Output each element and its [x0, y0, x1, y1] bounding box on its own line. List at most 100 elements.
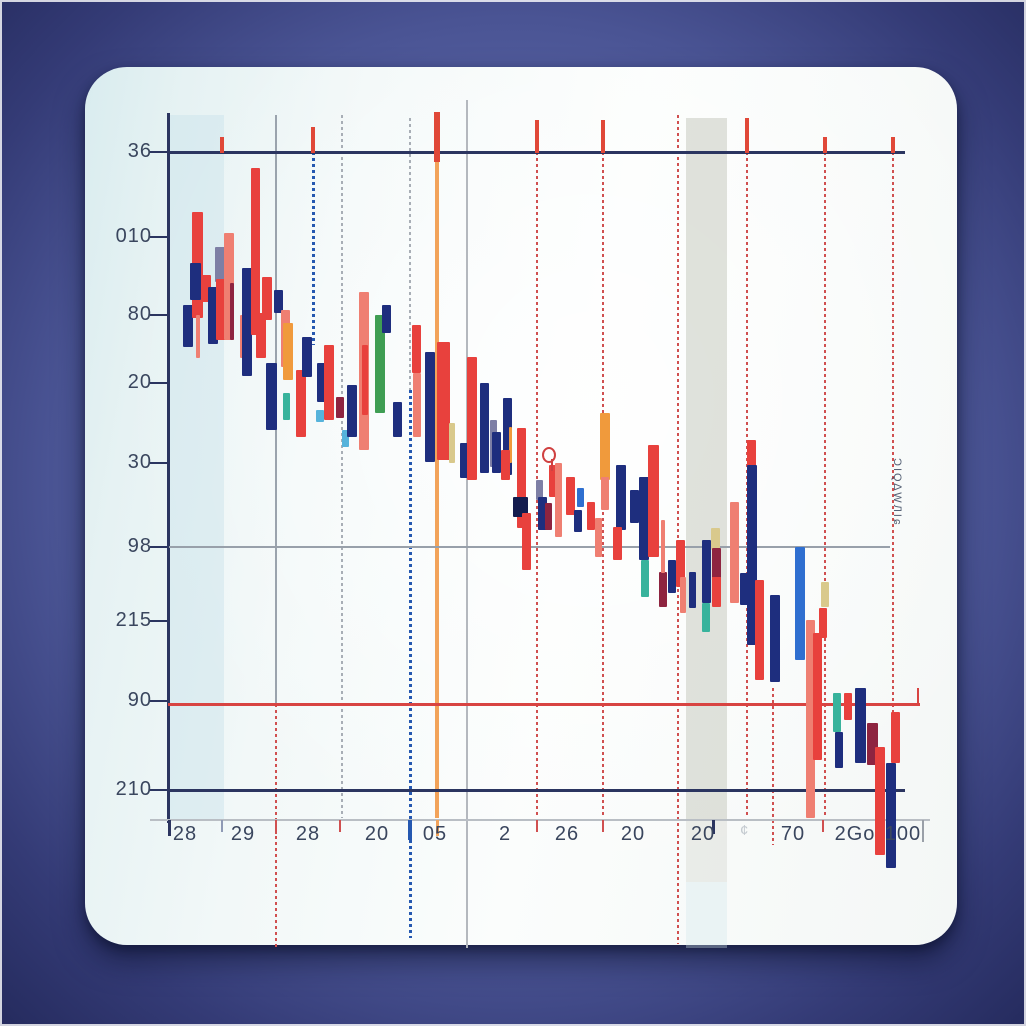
y-tick-mark — [150, 789, 169, 791]
candle — [413, 373, 421, 437]
candle — [342, 430, 349, 447]
candle — [689, 572, 696, 608]
candle — [668, 560, 676, 593]
gridline-top-cap — [311, 127, 315, 153]
reference-line-horizontal — [150, 819, 930, 821]
x-tick-mark — [408, 820, 412, 840]
x-tick-mark — [536, 820, 538, 832]
x-tick-label: 100 — [884, 823, 922, 845]
plot-band — [686, 882, 727, 948]
x-tick-mark — [822, 820, 824, 832]
candle — [641, 560, 649, 597]
candle — [283, 323, 293, 380]
candle — [375, 315, 385, 413]
circle-annotation-stem — [551, 459, 553, 471]
candle — [202, 275, 211, 302]
y-tick-label: 20 — [127, 371, 152, 393]
gridline-top-cap — [891, 137, 895, 153]
vertical-axis-text: ƆIQ∆WЛIɕ — [891, 458, 903, 527]
x-tick-label: 20 — [364, 823, 390, 845]
gridline-vertical — [677, 115, 679, 944]
candle — [659, 572, 667, 607]
candle — [747, 465, 757, 645]
candle — [577, 488, 584, 507]
gridline-vertical — [466, 100, 468, 948]
x-tick-mark — [922, 820, 924, 842]
y-tick-label: 010 — [115, 225, 152, 247]
gridline-vertical — [408, 390, 412, 938]
x-tick-label: 20 — [620, 823, 646, 845]
candle — [347, 385, 357, 437]
gridline-vertical — [824, 152, 826, 818]
candle — [266, 363, 277, 430]
candle — [613, 527, 622, 560]
candle — [467, 357, 477, 480]
candle — [702, 603, 710, 632]
candle — [813, 633, 822, 760]
x-tick-label: 29 — [230, 823, 256, 845]
candle — [616, 465, 626, 530]
candle — [549, 465, 558, 497]
candle — [302, 337, 312, 377]
x-tick-label: 2 — [498, 823, 512, 845]
gridline-vertical — [917, 688, 919, 705]
candle — [251, 168, 260, 335]
x-tick-label: 26 — [554, 823, 580, 845]
candle — [702, 540, 711, 603]
gridline-vertical — [772, 688, 774, 845]
plot-band — [686, 118, 727, 820]
x-tick-mark — [167, 820, 171, 836]
y-tick-mark — [150, 546, 169, 548]
candle — [648, 445, 659, 557]
y-tick-label: 30 — [127, 451, 152, 473]
candle — [296, 370, 306, 437]
candle — [283, 393, 290, 420]
candle — [517, 428, 526, 528]
candle — [730, 502, 739, 603]
candle — [437, 342, 450, 460]
gridline-vertical — [892, 152, 894, 818]
candle — [574, 510, 582, 532]
y-tick-label: 36 — [127, 140, 152, 162]
gridline-top-cap — [535, 120, 539, 153]
candle — [362, 345, 368, 415]
candle — [393, 402, 402, 437]
candle — [712, 548, 721, 578]
x-tick-label: 28 — [295, 823, 321, 845]
candle — [274, 290, 283, 313]
candle — [676, 540, 685, 587]
candle — [513, 497, 528, 517]
x-tick-label: 2Go — [834, 823, 876, 845]
y-tick-mark — [150, 151, 169, 153]
candle — [503, 398, 512, 475]
candle — [480, 383, 489, 473]
y-tick-mark — [150, 700, 169, 702]
gridline-vertical — [341, 115, 343, 818]
candle — [501, 450, 510, 480]
gridline-top-cap — [745, 118, 749, 153]
y-tick-mark — [150, 236, 169, 238]
candle — [747, 440, 756, 467]
candle — [711, 528, 720, 550]
x-tick-mark — [339, 820, 341, 832]
candle — [600, 413, 610, 480]
y-tick-label: 90 — [127, 689, 152, 711]
gridline-top-cap — [601, 120, 605, 153]
candle — [317, 363, 327, 402]
candle — [712, 577, 721, 607]
candle — [425, 352, 435, 462]
candle — [835, 732, 843, 768]
candle — [545, 503, 552, 530]
candle — [680, 577, 686, 613]
candle — [821, 582, 829, 607]
x-tick-mark — [275, 820, 277, 834]
candle — [661, 520, 665, 573]
y-tick-mark — [150, 462, 169, 464]
x-tick-label: 20 — [690, 823, 716, 845]
gridline-top-cap — [823, 137, 827, 153]
candle — [819, 608, 827, 638]
candle — [256, 313, 266, 358]
candle — [630, 490, 639, 523]
candle — [867, 723, 878, 765]
candle — [538, 497, 547, 530]
